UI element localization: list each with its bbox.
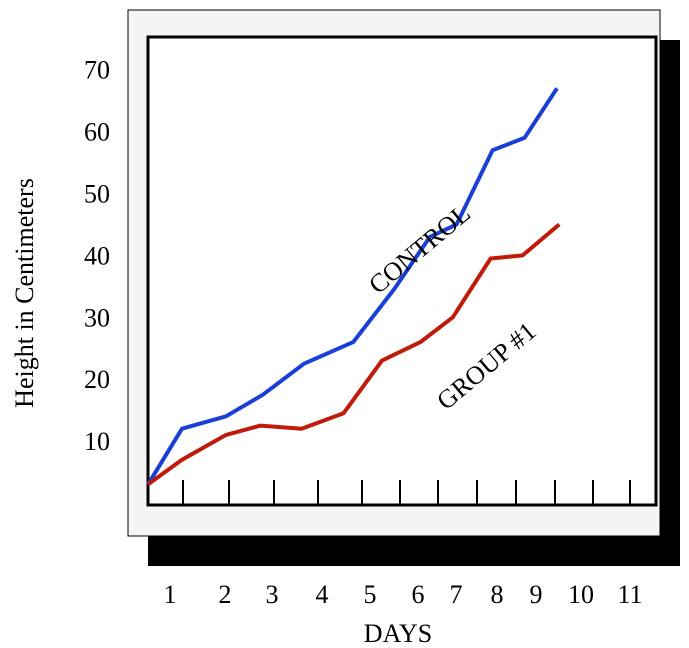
series-lines <box>146 87 561 487</box>
x-tick-label: 1 <box>164 580 177 609</box>
x-tick-label: 11 <box>617 580 642 609</box>
series-line-group1 <box>146 222 561 487</box>
y-axis-tick-labels: 10 20 30 40 50 60 70 <box>84 56 110 456</box>
y-tick-label: 10 <box>84 427 110 456</box>
x-tick-label: 3 <box>266 580 279 609</box>
plot-area <box>146 35 658 507</box>
x-axis-title: DAYS <box>364 619 432 648</box>
series-line-control <box>146 87 559 486</box>
y-tick-label: 70 <box>84 56 110 85</box>
y-tick-label: 20 <box>84 365 110 394</box>
y-axis-title: Height in Centimeters <box>10 178 39 408</box>
y-tick-label: 30 <box>84 303 110 332</box>
x-tick-label: 2 <box>219 580 232 609</box>
x-tick-label: 4 <box>316 580 329 609</box>
x-tick-label: 6 <box>412 580 425 609</box>
x-tick-label: 8 <box>491 580 504 609</box>
x-tick-label: 7 <box>450 580 463 609</box>
x-tick-label: 5 <box>364 580 377 609</box>
y-tick-label: 50 <box>84 180 110 209</box>
x-tick-label: 9 <box>530 580 543 609</box>
y-tick-label: 60 <box>84 118 110 147</box>
x-axis-ticks <box>182 480 631 505</box>
x-axis-tick-labels: 1 2 3 4 5 6 7 8 9 10 11 <box>164 580 643 609</box>
y-tick-label: 40 <box>84 241 110 270</box>
x-tick-label: 10 <box>568 580 594 609</box>
